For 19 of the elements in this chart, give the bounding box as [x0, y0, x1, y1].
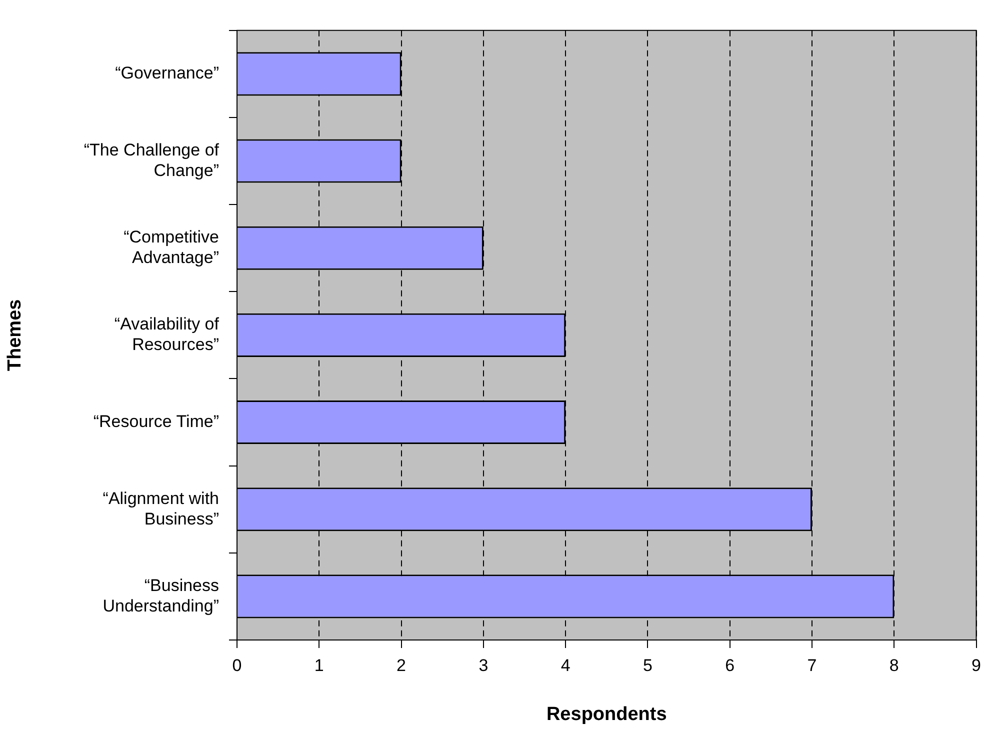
y-tick-label: “Availability of Resources”	[114, 314, 220, 354]
x-tick-label: 6	[725, 656, 735, 675]
x-tick-label: 0	[232, 656, 242, 675]
y-tick-label: “Alignment with Business”	[102, 488, 220, 528]
x-tick-label: 2	[396, 656, 406, 675]
x-tick-label: 1	[314, 656, 324, 675]
x-tick-label: 7	[807, 656, 817, 675]
y-tick-label: “The Challenge of Change”	[84, 140, 220, 180]
x-axis-title: Respondents	[546, 704, 667, 725]
x-tick-label: 9	[972, 656, 982, 675]
y-tick-label: “Competitive Advantage”	[124, 228, 220, 267]
x-tick-label: 4	[560, 656, 570, 675]
y-axis-title: Themes	[4, 299, 26, 372]
x-tick-label: 8	[889, 656, 899, 675]
y-tick-label: “Resource Time”	[93, 412, 220, 431]
x-tick-label: 5	[642, 656, 652, 675]
x-tick-label: 3	[478, 656, 488, 675]
y-tick-label: “Business Understanding”	[102, 576, 220, 616]
y-tick-label: “Governance”	[115, 64, 220, 83]
